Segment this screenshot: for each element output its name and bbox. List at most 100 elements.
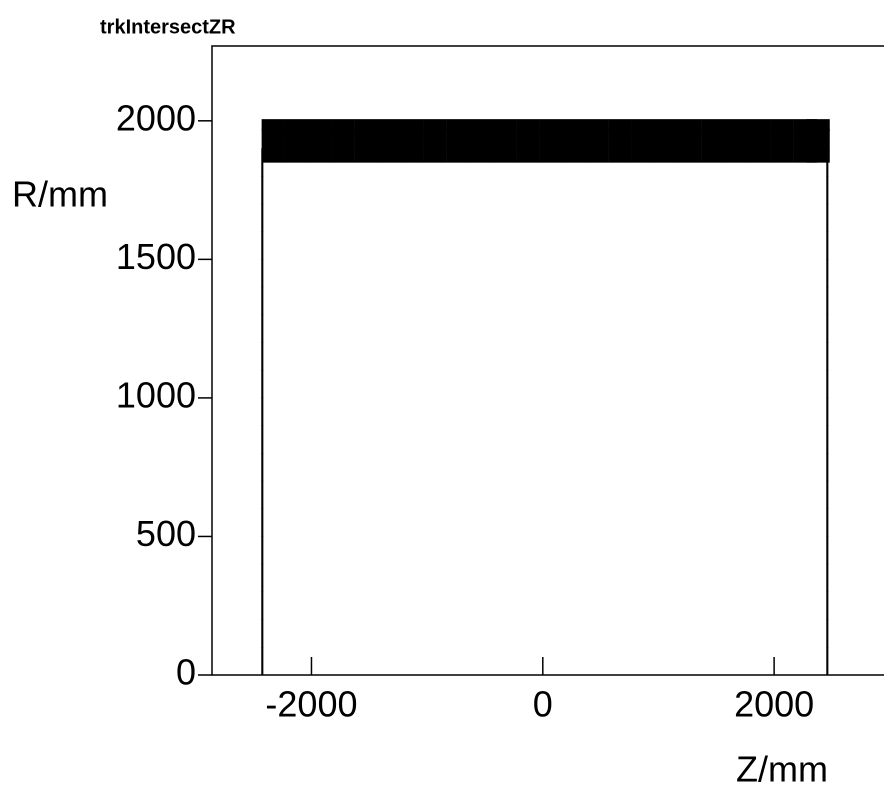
x-tick-label: 0 [533,684,553,725]
scatter-point [423,119,447,131]
scatter-point [826,148,829,177]
scatter-point [678,128,702,141]
scatter-point [446,119,471,131]
x-tick-label: -2000 [265,684,357,725]
scatter-point [826,259,829,288]
scatter-point [423,139,447,152]
scatter-point [826,591,829,620]
scatter-point [331,139,355,152]
scatter-point [770,119,794,131]
scatter-point [261,314,264,343]
scatter-point [770,128,794,141]
scatter-point [446,128,471,141]
scatter-point [400,139,424,152]
scatter-point [562,139,586,152]
scatter-point [826,480,829,510]
scatter-point [354,151,378,163]
y-tick-label: 2000 [116,97,196,138]
scatter-point [284,151,309,163]
scatter-point [354,128,378,141]
scatter-point [826,314,829,343]
scatter-point [261,148,264,177]
scatter-point [826,563,829,593]
scatter-point [631,119,656,131]
scatter-point [826,619,829,648]
scatter-point [562,151,586,163]
scatter-point [354,139,378,152]
scatter-point [331,119,355,131]
scatter-point [608,119,632,131]
scatter-point [826,369,829,399]
scatter-point [492,119,517,131]
x-tick-label: 2000 [734,684,814,725]
scatter-point [516,119,540,131]
scatter-point [826,536,829,565]
scatter-point [492,139,517,152]
scatter-point [562,119,586,131]
scatter-point [631,128,656,141]
scatter-point [806,151,830,163]
scatter-point [678,139,702,152]
scatter-point [631,139,656,152]
scatter-point [608,128,632,141]
scatter-point [261,480,264,510]
scatter-point [469,119,494,131]
scatter-point [747,139,771,152]
scatter-point [724,128,748,141]
scatter-point [307,151,332,163]
scatter-point [654,151,679,163]
chart-title: trkIntersectZR [100,16,236,38]
scatter-point [284,119,309,131]
scatter-point [585,151,609,163]
scatter-point [826,231,829,260]
scatter-point [261,647,264,676]
scatter-point [331,151,355,163]
scatter-point [307,139,332,152]
scatter-point [608,151,632,163]
y-tick-label: 500 [136,513,196,554]
scatter-point [377,139,401,152]
scatter-point [516,128,540,141]
scatter-point [331,128,355,141]
scatter-point [826,342,829,371]
scatter-point [747,119,771,131]
y-tick-label: 0 [176,652,196,693]
scatter-point [701,151,725,163]
scatter-point [724,139,748,152]
scatter-point [469,151,494,163]
scatter-point [826,175,829,205]
scatter-point [516,151,540,163]
scatter-point [261,119,285,131]
scatter-point [826,453,829,482]
scatter-point [701,128,725,141]
scatter-point [826,508,829,537]
plot-frame [211,45,884,676]
scatter-point [793,128,818,141]
scatter-point [654,139,679,152]
scatter-point [724,119,748,131]
scatter-point [585,119,609,131]
scatter-point [793,139,818,152]
scatter-point [261,259,264,288]
scatter-point [400,151,424,163]
scatter-point [539,119,563,131]
scatter-point [261,128,285,141]
scatter-point [747,151,771,163]
scatter-point [806,119,830,131]
scatter-point [585,128,609,141]
scatter-point [826,425,829,454]
y-axis-label: R/mm [12,174,108,215]
scatter-point [539,139,563,152]
scatter-point [793,119,818,131]
scatter-point [562,128,586,141]
scatter-point [516,139,540,152]
scatter-point [585,139,609,152]
scatter-point [284,128,309,141]
x-axis-label: Z/mm [736,749,828,790]
y-tick-label: 1500 [116,236,196,277]
scatter-point [400,128,424,141]
scatter-point [446,151,471,163]
scatter-point [747,128,771,141]
scatter-point [354,119,378,131]
